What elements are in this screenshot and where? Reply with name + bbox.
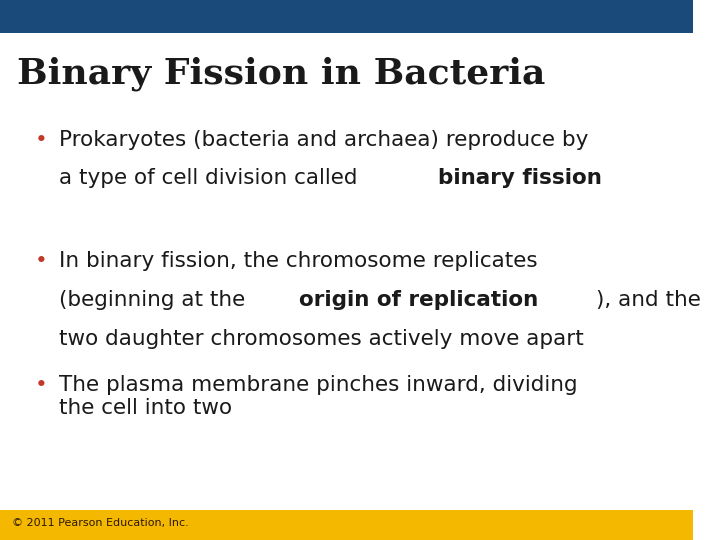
FancyBboxPatch shape [0,510,693,540]
Text: origin of replication: origin of replication [299,290,538,310]
Text: •: • [35,375,48,395]
Text: © 2011 Pearson Education, Inc.: © 2011 Pearson Education, Inc. [12,518,189,528]
Text: a type of cell division called: a type of cell division called [59,168,364,188]
Text: •: • [35,251,48,271]
FancyBboxPatch shape [0,0,693,33]
Text: (beginning at the: (beginning at the [59,290,252,310]
Text: Prokaryotes (bacteria and archaea) reproduce by: Prokaryotes (bacteria and archaea) repro… [59,130,588,150]
Text: In binary fission, the chromosome replicates: In binary fission, the chromosome replic… [59,251,538,271]
Text: binary fission: binary fission [438,168,602,188]
Text: ), and the: ), and the [596,290,701,310]
Text: Binary Fission in Bacteria: Binary Fission in Bacteria [17,57,546,91]
Text: two daughter chromosomes actively move apart: two daughter chromosomes actively move a… [59,329,584,349]
Text: The plasma membrane pinches inward, dividing
the cell into two: The plasma membrane pinches inward, divi… [59,375,577,418]
Text: •: • [35,130,48,150]
